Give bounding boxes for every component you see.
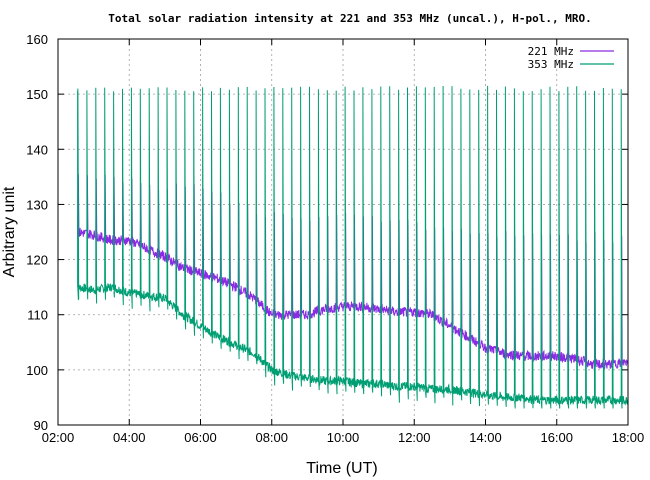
y-tick-label: 100 <box>26 363 48 378</box>
x-tick-label: 04:00 <box>113 430 146 445</box>
y-tick-label: 140 <box>26 142 48 157</box>
y-tick-label: 110 <box>27 308 48 323</box>
y-tick-label: 120 <box>26 253 48 268</box>
y-axis-label: Arbitrary unit <box>1 186 18 277</box>
grid <box>58 39 628 425</box>
x-tick-label: 06:00 <box>184 430 217 445</box>
x-tick-label: 14:00 <box>469 430 502 445</box>
legend-label-353: 353 MHz <box>528 58 574 71</box>
legend-label-221: 221 MHz <box>528 45 574 58</box>
x-tick-label: 18:00 <box>612 430 645 445</box>
legend: 221 MHz 353 MHz <box>528 45 614 71</box>
x-tick-label: 12:00 <box>398 430 431 445</box>
y-tick-label: 130 <box>26 197 48 212</box>
series-221-line <box>77 174 629 370</box>
x-axis-label: Time (UT) <box>306 460 377 477</box>
x-tick-label: 16:00 <box>540 430 573 445</box>
y-tick-label: 160 <box>26 32 48 47</box>
x-tick-label: 10:00 <box>327 430 360 445</box>
plot-frame <box>57 38 629 426</box>
x-tick-label: 08:00 <box>255 430 288 445</box>
series-221-mhz <box>77 174 629 370</box>
series-353-line <box>77 85 629 409</box>
series-353-mhz <box>77 85 629 409</box>
y-tick-label: 90 <box>34 418 48 433</box>
chart-title: Total solar radiation intensity at 221 a… <box>108 12 591 25</box>
x-tick-label: 02:00 <box>42 430 75 445</box>
axis-ticks: 02:00 04:00 06:00 08:00 10:00 12:00 14:00 16:00… <box>26 32 644 445</box>
y-tick-label: 150 <box>26 87 48 102</box>
